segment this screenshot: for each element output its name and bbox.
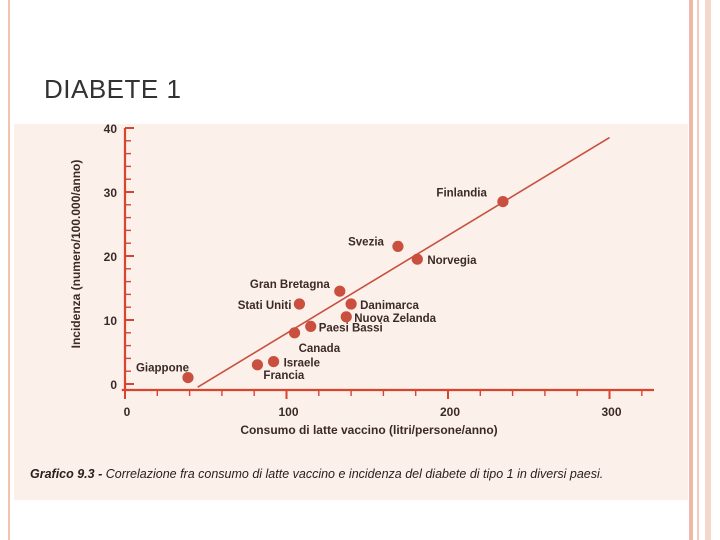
x-tick-label: 300 (601, 405, 621, 419)
data-point (497, 196, 509, 208)
point-label: Finlandia (436, 188, 487, 200)
x-tick-label: 100 (278, 405, 298, 419)
y-tick-label: 30 (104, 186, 118, 200)
data-point (182, 372, 194, 384)
point-label: Stati Uniti (238, 300, 292, 312)
x-tick-label: 0 (124, 405, 131, 419)
point-label: Svezia (348, 236, 384, 248)
data-point (345, 298, 357, 310)
data-point (267, 356, 280, 368)
y-tick-label: 40 (104, 124, 118, 136)
y-tick-label: 0 (110, 378, 117, 392)
chart-scan: 0 10 20 30 40 0 100 200 300 Giappone Francia Israe… (14, 124, 688, 500)
x-axis-label: Consumo di latte vaccino (litri/persone/… (240, 423, 497, 437)
point-label: Norvegia (427, 255, 477, 267)
data-point (340, 311, 352, 323)
trendline-group (197, 136, 610, 388)
data-point (251, 359, 264, 371)
figure-caption: Grafico 9.3 - Correlazione fra consumo d… (30, 467, 690, 481)
y-axis-label: Incidenza (numero/100.000/anno) (69, 160, 83, 349)
trendline (197, 136, 610, 388)
data-point (293, 298, 306, 310)
data-point (411, 253, 423, 265)
slide-border-right-outer (705, 0, 711, 540)
data-point (334, 285, 346, 297)
caption-text: Correlazione fra consumo di latte vaccin… (105, 467, 604, 481)
slide-title: DIABETE 1 (44, 74, 182, 104)
x-tick-label: 200 (440, 405, 460, 419)
y-tick-label: 20 (104, 250, 118, 264)
caption-lead: Grafico 9.3 - (30, 467, 103, 481)
slide-border-right (689, 0, 693, 540)
point-label: Nuova Zelanda (354, 313, 436, 325)
point-label: Francia (263, 370, 305, 382)
data-point (392, 240, 404, 252)
y-tick-label: 10 (104, 314, 118, 328)
scatter-chart: 0 10 20 30 40 0 100 200 300 Giappone FranciaIsrae… (69, 124, 654, 437)
point-label: Israele (284, 358, 320, 370)
chart-axes: 0 10 20 30 40 0 100 200 300 (104, 124, 654, 419)
data-point (305, 320, 317, 332)
data-point (288, 327, 301, 339)
point-label: Giappone (136, 363, 189, 375)
slide-border-left (8, 0, 10, 540)
slide-border-right-inner (697, 0, 699, 540)
point-label: Canada (299, 343, 341, 355)
point-label: Danimarca (360, 300, 419, 312)
point-label: Gran Bretagna (250, 279, 330, 291)
point-label: Paesi Bassi (319, 322, 383, 334)
